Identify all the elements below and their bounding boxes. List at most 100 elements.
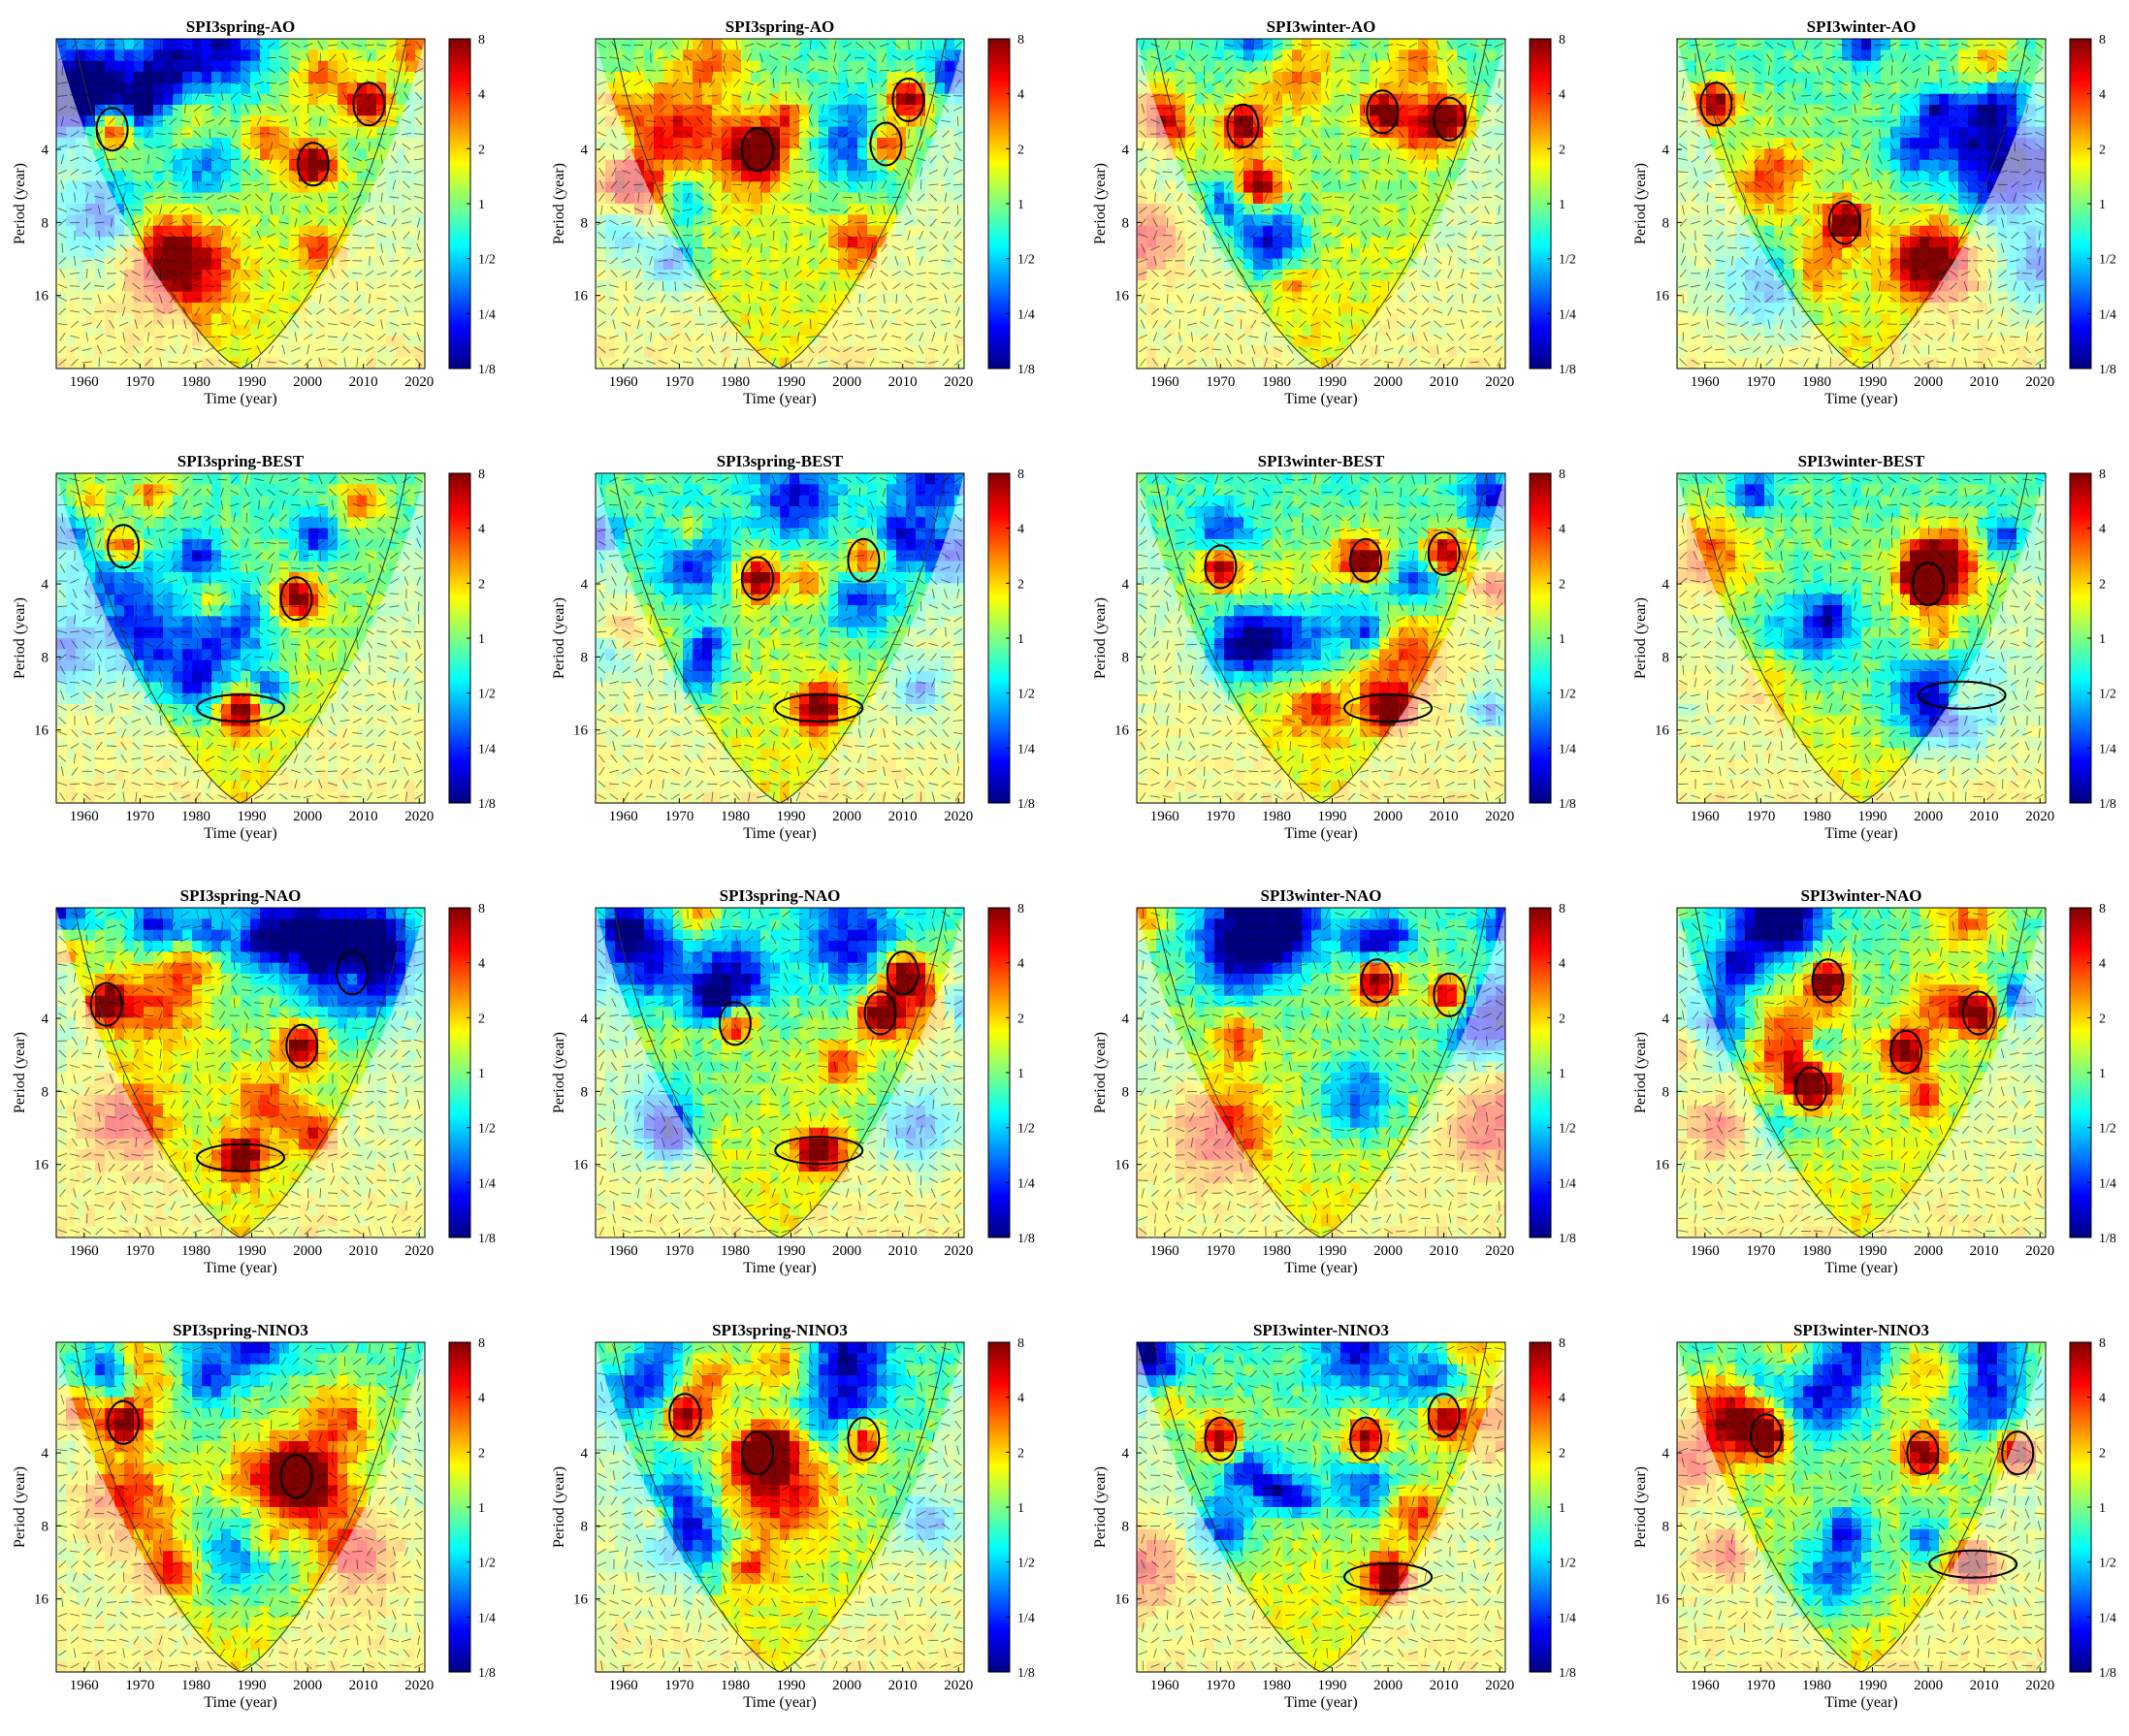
power-cell bbox=[202, 313, 212, 325]
power-cell bbox=[1379, 270, 1390, 281]
power-cell bbox=[887, 127, 897, 139]
power-cell bbox=[270, 39, 280, 50]
power-cell bbox=[231, 313, 242, 325]
power-cell bbox=[221, 72, 232, 83]
x-tick-label: 2020 bbox=[944, 374, 973, 390]
power-cell bbox=[654, 127, 664, 139]
power-cell bbox=[896, 94, 907, 106]
power-cell bbox=[731, 181, 742, 193]
power-cell bbox=[1176, 72, 1186, 83]
power-cell bbox=[1350, 270, 1361, 281]
power-cell bbox=[221, 214, 232, 226]
power-cell bbox=[211, 138, 222, 149]
power-cell bbox=[1379, 171, 1390, 182]
power-cell bbox=[1166, 72, 1177, 83]
power-cell bbox=[1282, 325, 1293, 337]
power-cell bbox=[693, 105, 703, 116]
power-cell bbox=[654, 49, 664, 61]
power-cell bbox=[819, 270, 829, 281]
power-cell bbox=[182, 292, 193, 304]
phase-arrow bbox=[267, 83, 276, 84]
power-cell bbox=[221, 270, 232, 281]
power-cell bbox=[318, 214, 329, 226]
power-cell bbox=[308, 148, 319, 160]
power-cell bbox=[1370, 171, 1380, 182]
power-cell bbox=[241, 127, 251, 139]
power-cell bbox=[838, 105, 849, 116]
power-cell bbox=[1176, 39, 1186, 50]
power-cell bbox=[654, 138, 664, 149]
power-cell bbox=[211, 204, 222, 215]
power-cell bbox=[260, 171, 271, 182]
power-cell bbox=[396, 94, 406, 106]
power-cell bbox=[279, 237, 290, 248]
power-cell bbox=[760, 193, 771, 205]
colorbar-tick-label: 1 bbox=[1017, 198, 1024, 212]
power-cell bbox=[308, 181, 319, 193]
power-cell bbox=[260, 237, 271, 248]
power-cell bbox=[1370, 259, 1380, 271]
phase-arrow bbox=[328, 349, 338, 350]
power-cell bbox=[260, 226, 271, 238]
power-cell bbox=[663, 115, 674, 127]
power-cell bbox=[1156, 39, 1167, 50]
x-tick-label: 2000 bbox=[293, 374, 322, 390]
power-cell bbox=[1379, 280, 1390, 292]
power-cell bbox=[1418, 171, 1429, 182]
power-cell bbox=[809, 292, 820, 304]
power-cell bbox=[1292, 105, 1303, 116]
power-cell bbox=[221, 127, 232, 139]
power-cell bbox=[163, 237, 174, 248]
power-cell bbox=[396, 49, 406, 61]
power-cell bbox=[1292, 193, 1303, 205]
power-cell bbox=[260, 193, 271, 205]
x-tick-label: 1970 bbox=[125, 374, 154, 390]
power-cell bbox=[663, 39, 674, 50]
power-cell bbox=[1428, 160, 1438, 172]
power-cell bbox=[819, 280, 829, 292]
power-cell bbox=[241, 292, 251, 304]
power-cell bbox=[1408, 105, 1419, 116]
power-cell bbox=[163, 94, 174, 106]
power-cell bbox=[741, 247, 752, 259]
x-tick-label: 2000 bbox=[832, 374, 861, 390]
power-cell bbox=[760, 82, 771, 94]
power-cell bbox=[654, 82, 664, 94]
power-cell bbox=[1292, 160, 1303, 172]
power-cell bbox=[634, 115, 645, 127]
phase-arrow bbox=[720, 286, 729, 287]
power-cell bbox=[76, 94, 86, 106]
power-cell bbox=[663, 82, 674, 94]
x-tick-label: 2020 bbox=[404, 374, 434, 390]
power-cell bbox=[1428, 49, 1438, 61]
power-cell bbox=[192, 94, 203, 106]
power-cell bbox=[1331, 82, 1341, 94]
power-cell bbox=[857, 214, 868, 226]
power-cell bbox=[308, 259, 319, 271]
power-cell bbox=[838, 49, 849, 61]
power-cell bbox=[134, 61, 145, 73]
power-cell bbox=[702, 247, 713, 259]
power-cell bbox=[173, 160, 183, 172]
power-cell bbox=[318, 49, 329, 61]
power-cell bbox=[270, 292, 280, 304]
power-cell bbox=[250, 160, 261, 172]
power-cell bbox=[809, 82, 820, 94]
power-cell bbox=[770, 49, 781, 61]
power-cell bbox=[1428, 82, 1438, 94]
power-cell bbox=[751, 259, 761, 271]
power-cell bbox=[182, 49, 193, 61]
power-cell bbox=[192, 160, 203, 172]
power-cell bbox=[270, 237, 280, 248]
power-cell bbox=[173, 138, 183, 149]
power-cell bbox=[1311, 148, 1322, 160]
y-tick-label: 4 bbox=[581, 143, 589, 158]
power-cell bbox=[1340, 280, 1351, 292]
power-cell bbox=[673, 72, 684, 83]
power-cell bbox=[134, 214, 145, 226]
power-cell bbox=[163, 105, 174, 116]
power-cell bbox=[1340, 148, 1351, 160]
panel-title: SPI3winter-AO bbox=[1267, 17, 1376, 36]
power-cell bbox=[1292, 237, 1303, 248]
